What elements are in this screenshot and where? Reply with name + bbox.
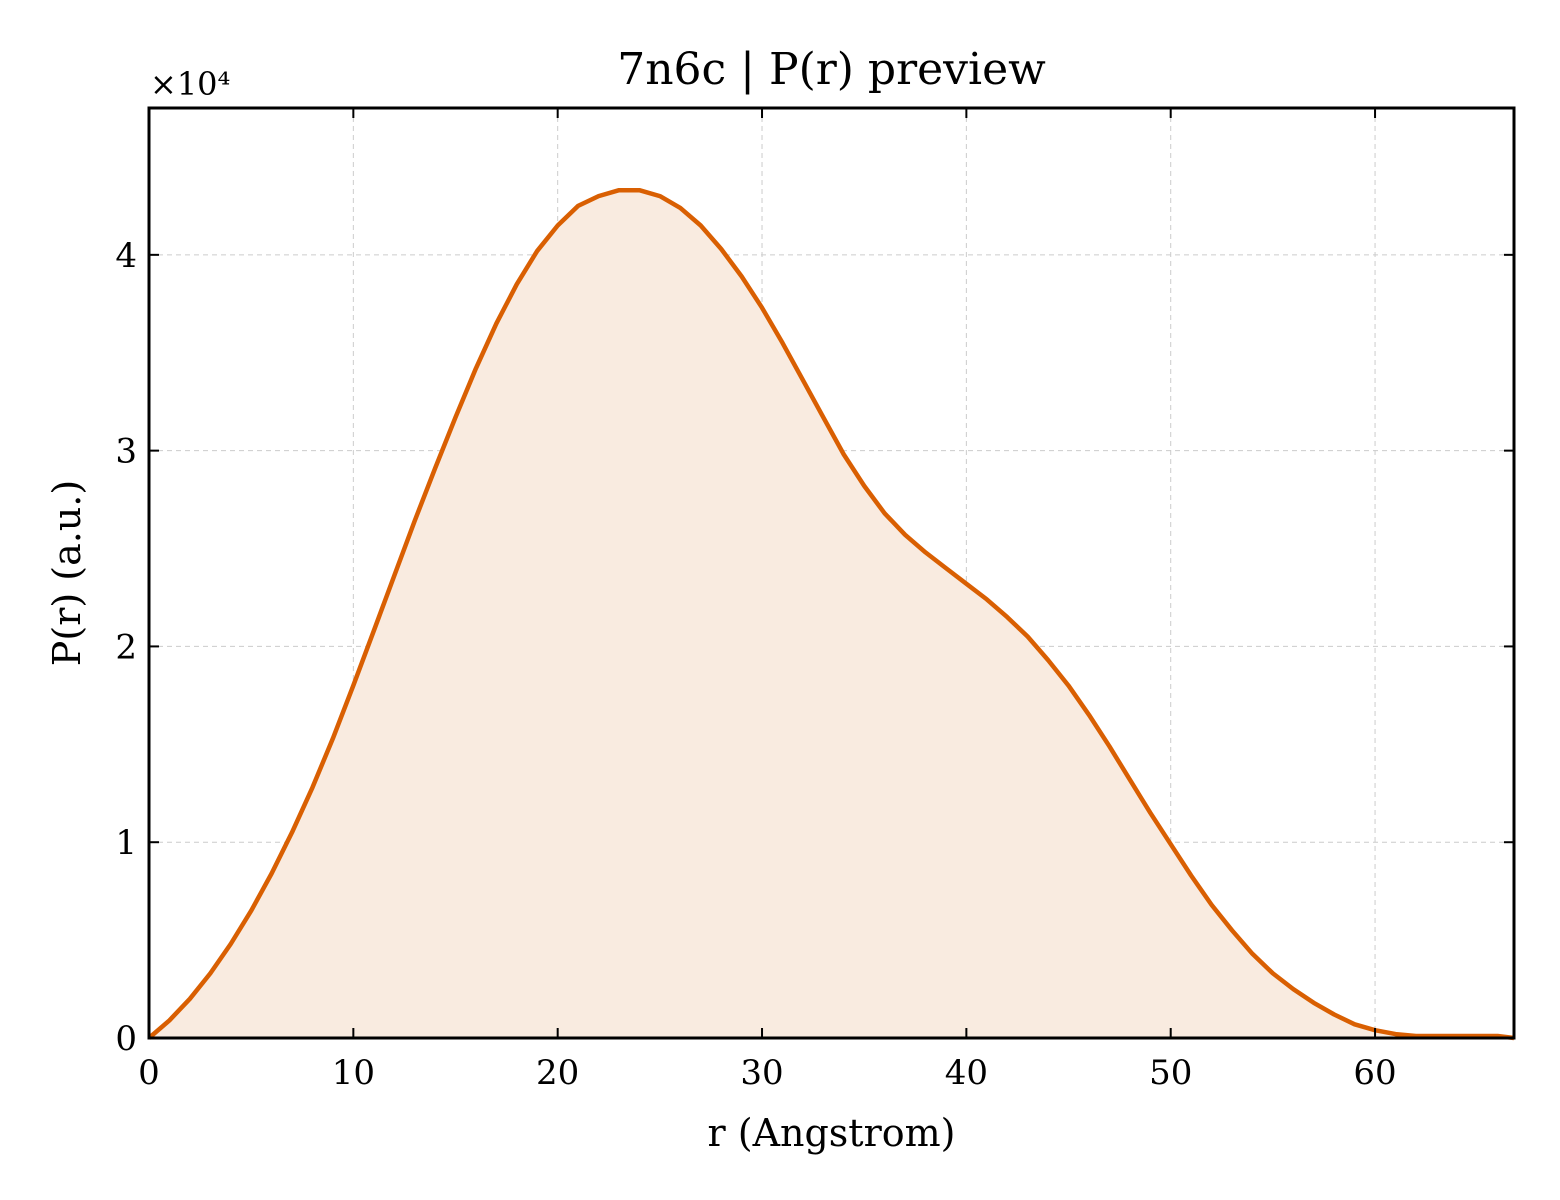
pr-series-line: [147, 187, 1515, 1041]
y-tick-label: 1: [115, 823, 137, 863]
x-tick-label: 10: [332, 1053, 375, 1093]
x-tick-label: 30: [740, 1053, 783, 1093]
y-axis-ticks: 0 1 2 3 4: [115, 236, 1514, 1059]
x-tick-label: 20: [536, 1053, 579, 1093]
y-tick-label: 2: [115, 627, 137, 667]
y-axis-offset-label: ×10⁴: [150, 65, 230, 103]
x-axis-ticks: 0 10 20 30 40 50 60: [138, 108, 1397, 1093]
y-tick-label: 3: [115, 432, 137, 472]
pr-area-fill: [149, 190, 1514, 1038]
x-axis-label: r (Angstrom): [708, 1111, 956, 1155]
y-tick-label: 0: [115, 1019, 137, 1059]
x-tick-label: 40: [945, 1053, 988, 1093]
y-tick-label: 4: [115, 236, 137, 276]
x-tick-label: 60: [1353, 1053, 1396, 1093]
plot-frame: [147, 106, 1516, 1040]
y-axis-label: P(r) (a.u.): [45, 480, 89, 666]
chart-title: 7n6c | P(r) preview: [617, 44, 1046, 95]
x-tick-label: 50: [1149, 1053, 1192, 1093]
x-tick-label: 0: [138, 1053, 160, 1093]
